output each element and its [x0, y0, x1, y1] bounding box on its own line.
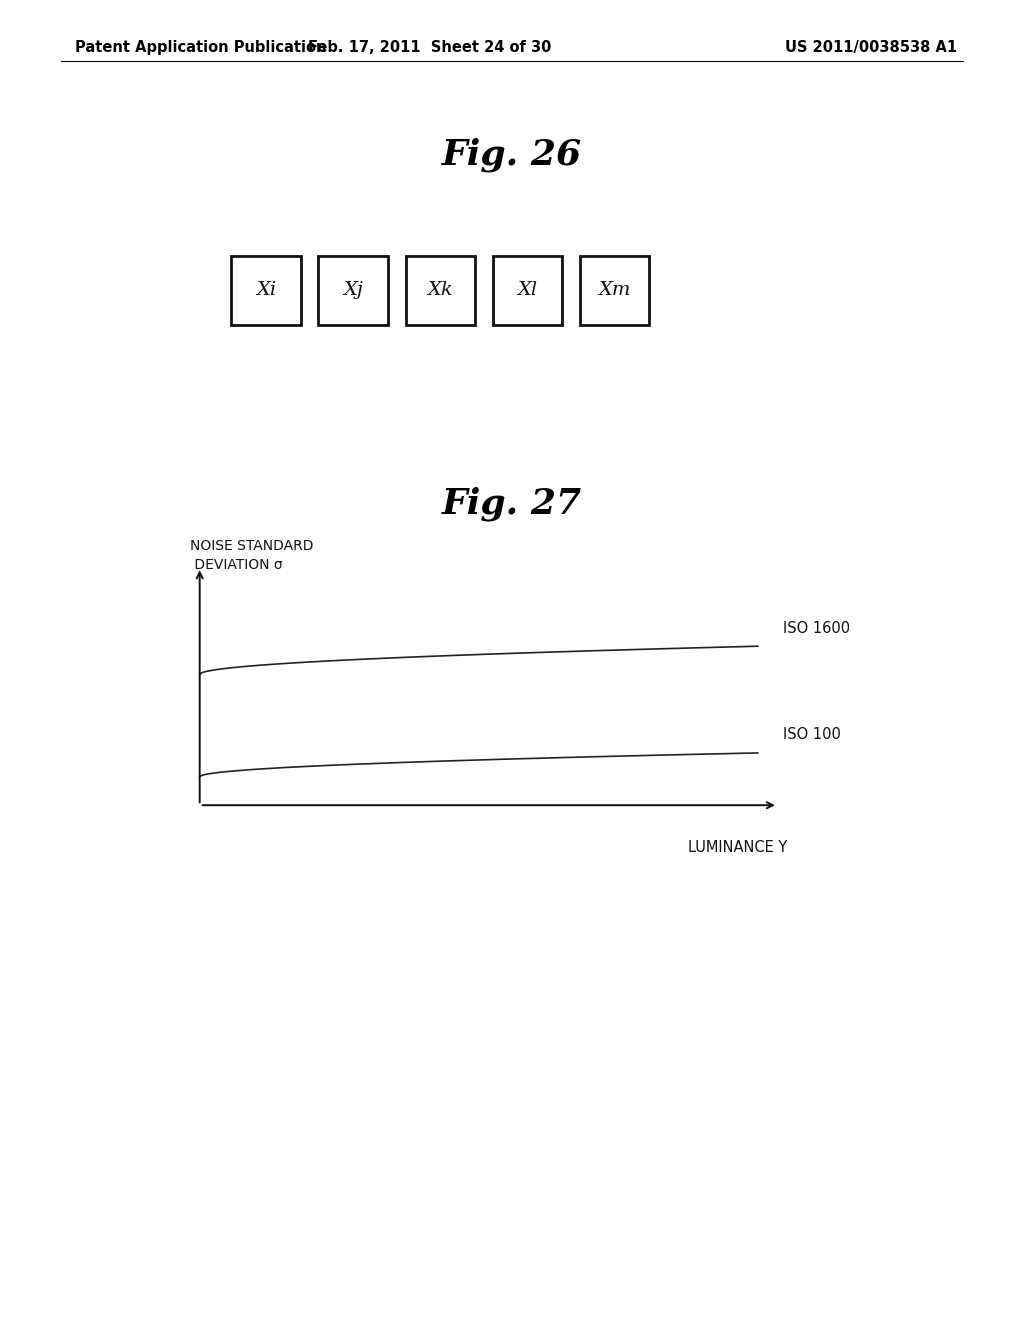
- Text: NOISE STANDARD
 DEVIATION σ: NOISE STANDARD DEVIATION σ: [189, 540, 313, 572]
- Text: Xi: Xi: [256, 281, 276, 300]
- Bar: [406, 256, 475, 325]
- Text: ISO 1600: ISO 1600: [782, 620, 850, 636]
- Text: LUMINANCE Y: LUMINANCE Y: [688, 840, 787, 855]
- Text: Feb. 17, 2011  Sheet 24 of 30: Feb. 17, 2011 Sheet 24 of 30: [308, 40, 552, 55]
- Text: Xm: Xm: [598, 281, 631, 300]
- Text: US 2011/0038538 A1: US 2011/0038538 A1: [785, 40, 957, 55]
- Text: Fig. 27: Fig. 27: [442, 487, 582, 521]
- Bar: [231, 256, 301, 325]
- Text: Patent Application Publication: Patent Application Publication: [75, 40, 327, 55]
- Text: Xl: Xl: [517, 281, 538, 300]
- Text: Fig. 26: Fig. 26: [442, 137, 582, 172]
- Bar: [318, 256, 388, 325]
- Bar: [580, 256, 649, 325]
- Text: Xj: Xj: [343, 281, 364, 300]
- Bar: [493, 256, 562, 325]
- Text: Xk: Xk: [427, 281, 454, 300]
- Text: ISO 100: ISO 100: [782, 727, 841, 742]
